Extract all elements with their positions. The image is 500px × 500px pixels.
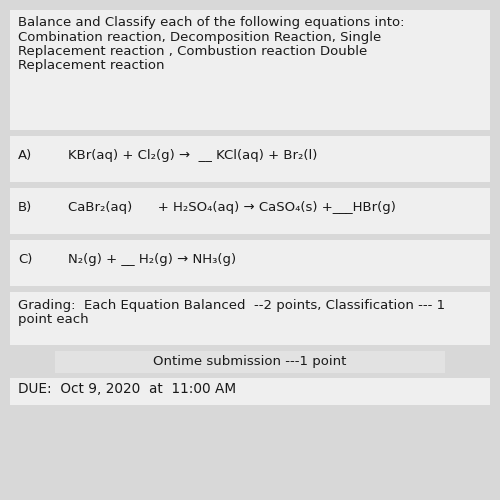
Text: KBr(aq) + Cl₂(g) →  __ KCl(aq) + Br₂(l): KBr(aq) + Cl₂(g) → __ KCl(aq) + Br₂(l) xyxy=(68,150,318,162)
Text: B): B) xyxy=(18,202,32,214)
Text: N₂(g) + __ H₂(g) → NH₃(g): N₂(g) + __ H₂(g) → NH₃(g) xyxy=(68,254,236,266)
FancyBboxPatch shape xyxy=(10,136,490,182)
Text: Grading:  Each Equation Balanced  --2 points, Classification --- 1: Grading: Each Equation Balanced --2 poin… xyxy=(18,299,445,312)
FancyBboxPatch shape xyxy=(55,351,445,373)
Text: CaBr₂(aq)      + H₂SO₄(aq) → CaSO₄(s) +___HBr(g): CaBr₂(aq) + H₂SO₄(aq) → CaSO₄(s) +___HBr… xyxy=(68,202,396,214)
FancyBboxPatch shape xyxy=(10,378,490,405)
Text: Combination reaction, Decomposition Reaction, Single: Combination reaction, Decomposition Reac… xyxy=(18,30,382,44)
Text: Balance and Classify each of the following equations into:: Balance and Classify each of the followi… xyxy=(18,16,404,29)
FancyBboxPatch shape xyxy=(10,188,490,234)
Text: A): A) xyxy=(18,150,32,162)
Text: Replacement reaction , Combustion reaction Double: Replacement reaction , Combustion reacti… xyxy=(18,45,367,58)
Text: Ontime submission ---1 point: Ontime submission ---1 point xyxy=(154,356,346,368)
Text: Replacement reaction: Replacement reaction xyxy=(18,60,165,72)
FancyBboxPatch shape xyxy=(10,240,490,286)
Text: DUE:  Oct 9, 2020  at  11:00 AM: DUE: Oct 9, 2020 at 11:00 AM xyxy=(18,382,236,396)
Text: point each: point each xyxy=(18,313,88,326)
FancyBboxPatch shape xyxy=(10,10,490,130)
FancyBboxPatch shape xyxy=(10,292,490,345)
Text: C): C) xyxy=(18,254,32,266)
